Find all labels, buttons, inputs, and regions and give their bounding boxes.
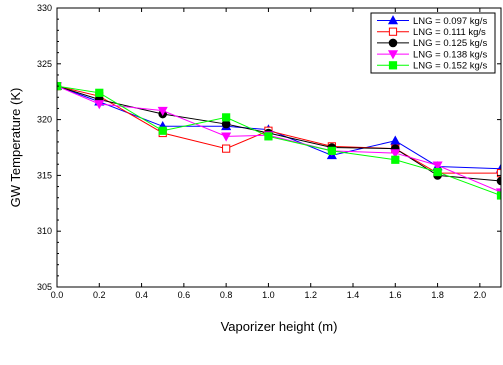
data-point bbox=[433, 167, 442, 177]
x-tick-label: 0.8 bbox=[220, 290, 233, 300]
y-tick-label: 320 bbox=[37, 115, 52, 125]
x-tick-label: 0.6 bbox=[178, 290, 191, 300]
y-axis-label: GW Temperature (K) bbox=[8, 88, 23, 208]
legend-marker bbox=[387, 50, 399, 60]
y-tick-label: 305 bbox=[37, 282, 52, 292]
x-axis-label: Vaporizer height (m) bbox=[221, 319, 338, 334]
data-point bbox=[158, 126, 167, 135]
data-point bbox=[222, 144, 231, 153]
legend-marker bbox=[388, 27, 398, 36]
x-tick-label: 2.0 bbox=[474, 290, 487, 300]
x-tick-label: 0.4 bbox=[135, 290, 148, 300]
data-point bbox=[390, 135, 401, 145]
series-5 bbox=[57, 82, 501, 200]
x-tick-label: 1.0 bbox=[262, 290, 275, 300]
y-tick-label: 315 bbox=[37, 170, 52, 180]
legend-item: LNG = 0.111 kg/s bbox=[377, 27, 486, 38]
ticks-layer: 0.0 0.2 0.4 0.6 0.8 1.0 1.2 1.4 1.6 1.8 2.0 305 310 3… bbox=[37, 3, 501, 300]
series-1 bbox=[57, 80, 501, 173]
legend-item: LNG = 0.152 kg/s bbox=[377, 61, 487, 72]
series-4 bbox=[57, 82, 501, 198]
data-point bbox=[496, 176, 501, 186]
x-tick-label: 0.2 bbox=[93, 290, 106, 300]
legend-label: LNG = 0.138 kg/s bbox=[413, 49, 487, 60]
series-line bbox=[57, 85, 501, 174]
y-tick-label: 330 bbox=[37, 3, 52, 13]
series-line bbox=[57, 85, 501, 170]
legend-marker bbox=[388, 38, 398, 48]
legend-item: LNG = 0.125 kg/s bbox=[377, 38, 487, 49]
data-point bbox=[390, 149, 401, 159]
plot-frame bbox=[56, 7, 502, 288]
y-tick-label: 325 bbox=[37, 59, 52, 69]
legend-item: LNG = 0.097 kg/s bbox=[377, 15, 487, 27]
data-point bbox=[157, 106, 168, 117]
series-layer bbox=[57, 80, 501, 200]
x-tick-label: 1.2 bbox=[304, 290, 317, 300]
data-point bbox=[222, 113, 231, 122]
data-point bbox=[391, 155, 400, 164]
data-point bbox=[95, 88, 104, 97]
data-point bbox=[327, 146, 336, 155]
x-tick-label: 1.8 bbox=[431, 290, 444, 300]
data-point bbox=[496, 191, 501, 200]
series-line bbox=[57, 85, 501, 196]
legend-label: LNG = 0.111 kg/s bbox=[413, 27, 486, 38]
x-tick-label: 0.0 bbox=[51, 290, 64, 300]
data-point bbox=[432, 161, 443, 171]
legend-label: LNG = 0.152 kg/s bbox=[413, 61, 487, 72]
data-point bbox=[94, 100, 105, 110]
data-point bbox=[221, 132, 232, 142]
x-tick-label: 1.6 bbox=[389, 290, 402, 300]
y-tick-label: 310 bbox=[37, 226, 52, 236]
legend-marker bbox=[388, 61, 398, 70]
legend-item: LNG = 0.138 kg/s bbox=[377, 49, 487, 60]
legend-marker bbox=[387, 15, 399, 25]
x-tick-label: 1.4 bbox=[347, 290, 360, 300]
data-point bbox=[264, 132, 273, 141]
legend-label: LNG = 0.125 kg/s bbox=[413, 38, 487, 49]
legend-label: LNG = 0.097 kg/s bbox=[413, 16, 487, 27]
